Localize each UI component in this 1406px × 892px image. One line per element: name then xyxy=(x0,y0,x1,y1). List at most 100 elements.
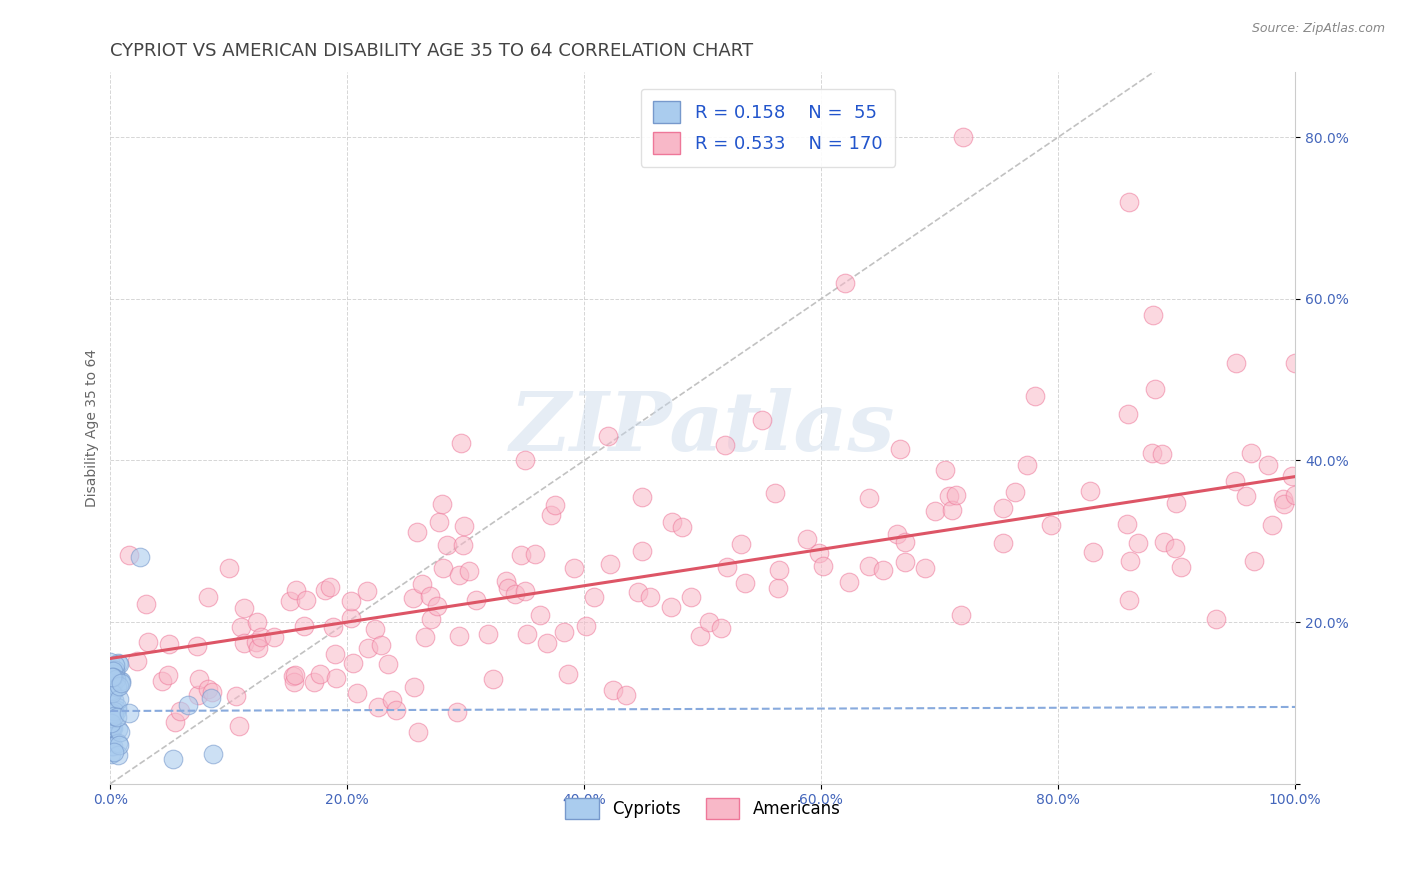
Point xyxy=(426,599,449,613)
Point xyxy=(432,560,454,574)
Point xyxy=(342,656,364,670)
Point xyxy=(938,489,960,503)
Point xyxy=(540,508,562,522)
Point xyxy=(1140,446,1163,460)
Point xyxy=(100,739,122,754)
Point xyxy=(107,656,129,670)
Point xyxy=(477,627,499,641)
Point xyxy=(436,538,458,552)
Point xyxy=(516,627,538,641)
Point xyxy=(457,564,479,578)
Text: ZIPatlas: ZIPatlas xyxy=(510,388,896,468)
Point xyxy=(495,574,517,589)
Point xyxy=(325,671,347,685)
Point xyxy=(1081,545,1104,559)
Point xyxy=(838,574,860,589)
Point xyxy=(157,637,180,651)
Point xyxy=(1205,611,1227,625)
Point xyxy=(616,689,638,703)
Point xyxy=(716,559,738,574)
Point xyxy=(659,600,682,615)
Point xyxy=(536,636,558,650)
Point xyxy=(200,691,222,706)
Point xyxy=(453,519,475,533)
Point xyxy=(1015,458,1038,472)
Point xyxy=(100,716,122,731)
Point xyxy=(596,429,619,443)
Point xyxy=(101,684,124,698)
Point xyxy=(384,702,406,716)
Point xyxy=(406,525,429,540)
Point xyxy=(796,532,818,546)
Point xyxy=(283,669,305,683)
Point xyxy=(679,591,702,605)
Point xyxy=(250,630,273,644)
Point xyxy=(602,682,624,697)
Text: Source: ZipAtlas.com: Source: ZipAtlas.com xyxy=(1251,22,1385,36)
Point xyxy=(108,724,131,739)
Point xyxy=(100,672,122,686)
Point xyxy=(1225,356,1247,370)
Point xyxy=(380,692,402,706)
Point xyxy=(309,666,332,681)
Point xyxy=(886,527,908,541)
Point xyxy=(107,657,129,671)
Point xyxy=(100,710,122,724)
Point xyxy=(553,625,575,640)
Point xyxy=(924,504,946,518)
Point xyxy=(177,698,200,712)
Point xyxy=(232,601,254,615)
Point xyxy=(583,591,606,605)
Point xyxy=(103,692,125,706)
Point xyxy=(377,657,399,671)
Point xyxy=(446,706,468,720)
Point xyxy=(889,442,911,457)
Point xyxy=(1153,534,1175,549)
Point xyxy=(201,685,224,699)
Point xyxy=(103,705,125,719)
Point xyxy=(710,621,733,635)
Point xyxy=(245,635,267,649)
Point xyxy=(110,673,132,688)
Text: CYPRIOT VS AMERICAN DISABILITY AGE 35 TO 64 CORRELATION CHART: CYPRIOT VS AMERICAN DISABILITY AGE 35 TO… xyxy=(111,42,754,60)
Point xyxy=(1024,389,1046,403)
Point xyxy=(914,560,936,574)
Point xyxy=(105,680,128,694)
Point xyxy=(105,699,128,714)
Point xyxy=(751,413,773,427)
Point xyxy=(1143,382,1166,396)
Point xyxy=(105,703,128,717)
Point xyxy=(453,538,475,552)
Point xyxy=(1004,484,1026,499)
Point xyxy=(278,593,301,607)
Point xyxy=(464,593,486,607)
Point xyxy=(949,608,972,623)
Point xyxy=(304,674,326,689)
Point xyxy=(419,589,441,603)
Point xyxy=(340,594,363,608)
Point xyxy=(638,590,661,604)
Point xyxy=(100,706,122,720)
Point xyxy=(107,738,129,752)
Point xyxy=(894,555,917,569)
Point xyxy=(1166,496,1188,510)
Point xyxy=(103,705,125,719)
Point xyxy=(136,635,159,649)
Point xyxy=(1243,553,1265,567)
Point xyxy=(101,670,124,684)
Point xyxy=(503,587,526,601)
Point xyxy=(228,719,250,733)
Point xyxy=(229,620,252,634)
Point xyxy=(1115,517,1137,532)
Point xyxy=(415,630,437,644)
Point xyxy=(1239,446,1261,460)
Point xyxy=(941,503,963,517)
Point xyxy=(627,585,650,599)
Point xyxy=(661,515,683,529)
Legend: Cypriots, Americans: Cypriots, Americans xyxy=(558,791,846,825)
Point xyxy=(1078,483,1101,498)
Point xyxy=(283,675,305,690)
Point xyxy=(364,623,387,637)
Point xyxy=(101,683,124,698)
Point xyxy=(107,736,129,750)
